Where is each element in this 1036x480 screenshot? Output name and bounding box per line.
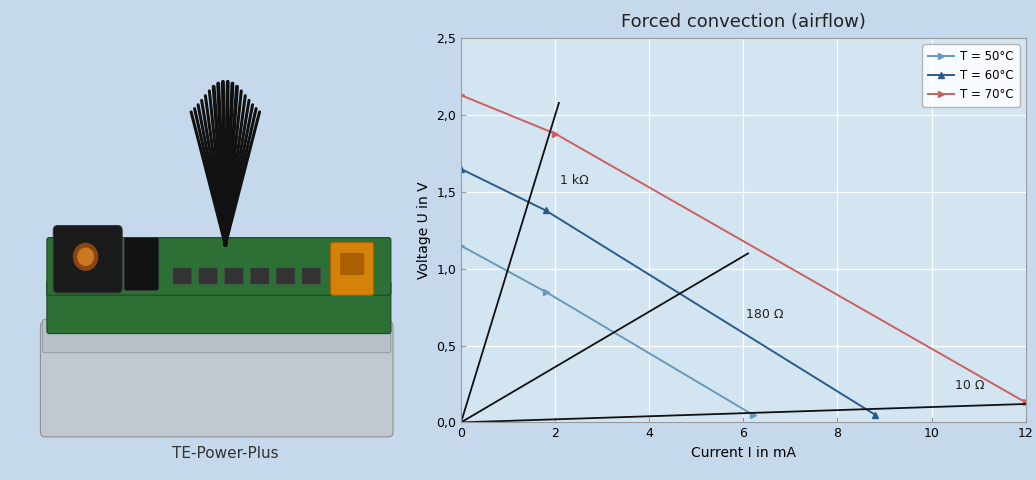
Text: 180 Ω: 180 Ω — [746, 308, 783, 321]
FancyBboxPatch shape — [54, 226, 122, 293]
FancyBboxPatch shape — [42, 319, 391, 353]
T = 50°C — [747, 412, 759, 418]
T = 50°C — [540, 289, 552, 295]
Text: 1 kΩ: 1 kΩ — [559, 174, 588, 187]
Legend: T = 50°C, T = 60°C, T = 70°C: T = 50°C, T = 60°C, T = 70°C — [922, 44, 1019, 107]
FancyBboxPatch shape — [124, 238, 159, 290]
FancyBboxPatch shape — [301, 268, 321, 284]
T = 60°C — [869, 412, 882, 418]
X-axis label: Current I in mA: Current I in mA — [691, 446, 796, 460]
FancyBboxPatch shape — [47, 281, 391, 334]
FancyBboxPatch shape — [199, 268, 218, 284]
FancyBboxPatch shape — [173, 268, 192, 284]
T = 60°C — [455, 166, 467, 172]
Line: T = 70°C: T = 70°C — [458, 93, 1029, 405]
FancyBboxPatch shape — [340, 253, 365, 275]
FancyBboxPatch shape — [276, 268, 295, 284]
FancyBboxPatch shape — [330, 242, 374, 295]
T = 70°C — [1019, 399, 1032, 405]
Circle shape — [74, 243, 97, 270]
T = 70°C — [549, 131, 562, 136]
FancyBboxPatch shape — [251, 268, 269, 284]
T = 70°C — [455, 92, 467, 98]
FancyBboxPatch shape — [40, 322, 393, 437]
Circle shape — [78, 248, 93, 265]
Line: T = 50°C: T = 50°C — [458, 243, 755, 418]
FancyBboxPatch shape — [47, 238, 391, 295]
Text: 10 Ω: 10 Ω — [955, 379, 984, 392]
Line: T = 60°C: T = 60°C — [458, 166, 879, 418]
Title: Forced convection (airflow): Forced convection (airflow) — [621, 13, 866, 31]
T = 50°C — [455, 243, 467, 249]
Y-axis label: Voltage U in V: Voltage U in V — [416, 181, 431, 279]
Text: TE-Power-Plus: TE-Power-Plus — [172, 446, 279, 461]
FancyBboxPatch shape — [225, 268, 243, 284]
T = 60°C — [540, 207, 552, 213]
